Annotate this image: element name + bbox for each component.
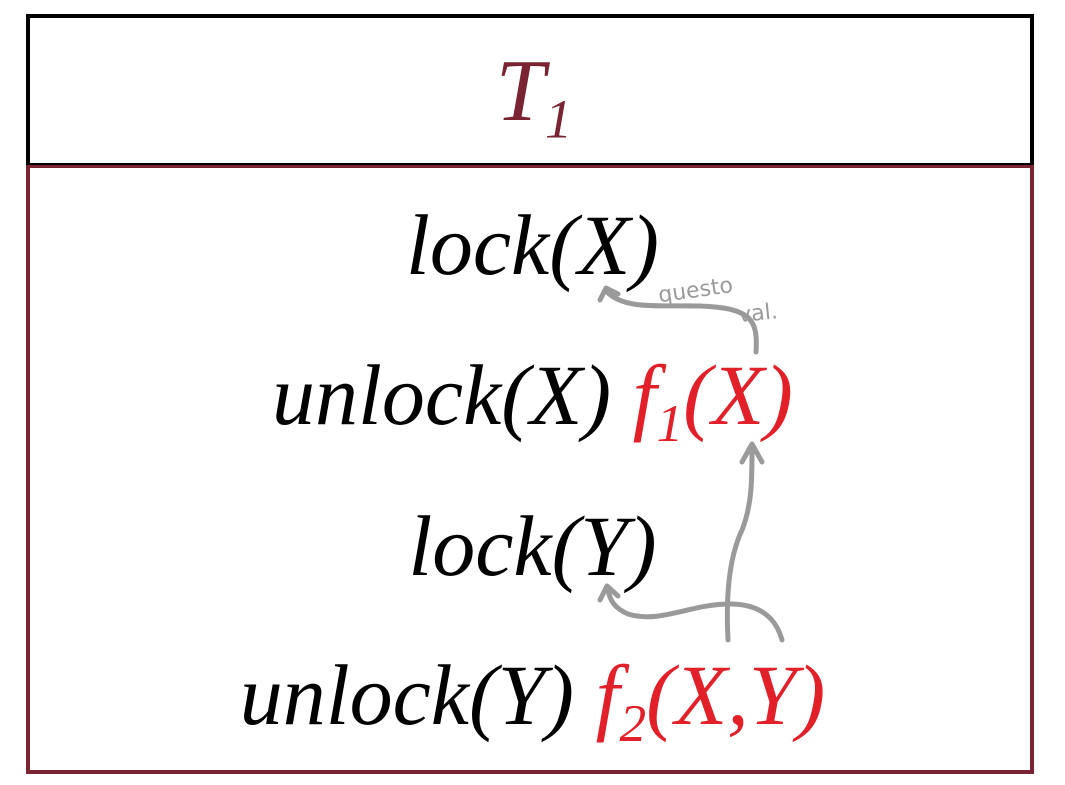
operation-unlock-y: unlock(Y) f2(X,Y) [0,652,1065,750]
function-name: f [595,647,620,743]
operation-text: lock(Y) [408,498,657,594]
transaction-table: T1 [26,14,1034,774]
function-f2: f2(X,Y) [595,647,826,750]
function-subscript: 2 [619,693,647,754]
function-f1: f1(X) [632,347,793,450]
operation-text: unlock(Y) [239,647,575,743]
transaction-title: T1 [30,48,1038,147]
operation-unlock-x: unlock(X) f1(X) [0,352,1065,450]
operation-lock-x: lock(X) [0,202,1065,288]
body-top-line [26,165,1034,168]
function-subscript: 1 [656,393,684,454]
function-args: (X) [683,347,793,443]
transaction-title-subscript: 1 [544,88,573,150]
operation-text: lock(X) [405,197,660,293]
function-name: f [632,347,657,443]
operation-text: unlock(X) [272,347,612,443]
transaction-title-base: T [495,43,545,140]
table-body-cell [26,167,1034,774]
table-header-cell: T1 [26,14,1034,167]
function-args: (X,Y) [646,647,826,743]
operation-lock-y: lock(Y) [0,503,1065,589]
